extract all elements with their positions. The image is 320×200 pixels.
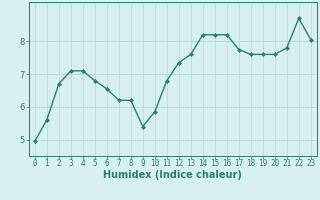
X-axis label: Humidex (Indice chaleur): Humidex (Indice chaleur): [103, 170, 242, 180]
